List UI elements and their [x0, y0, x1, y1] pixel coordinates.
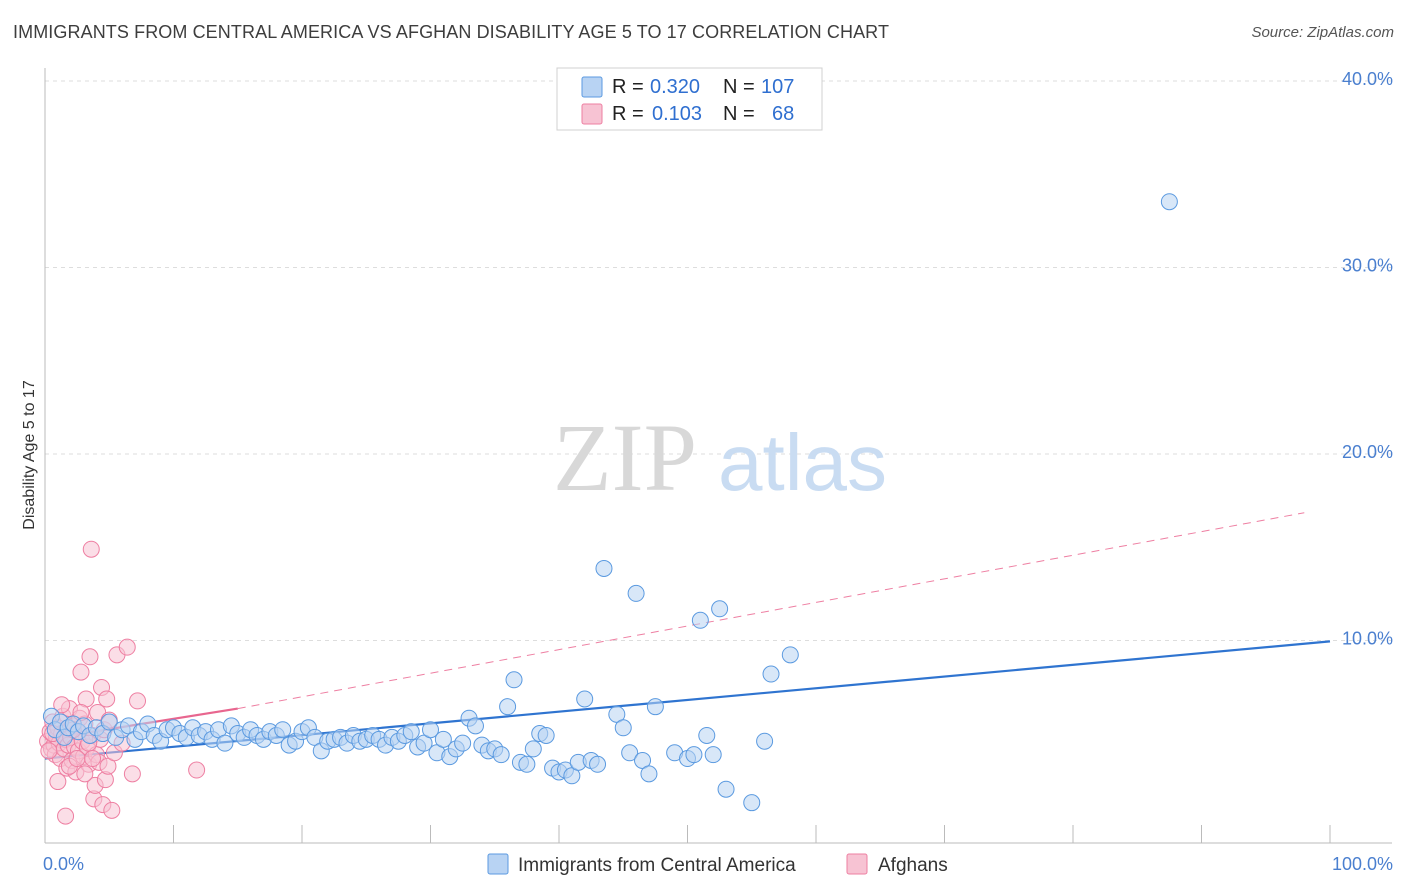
afghans-point [40, 742, 58, 760]
x-tick-label: 0.0% [43, 854, 84, 874]
bottom-legend-label-pink: Afghans [878, 855, 948, 876]
afghans-point [118, 638, 136, 656]
legend-n-label-pink: N = [723, 103, 755, 125]
central-america-point [743, 794, 761, 812]
legend-r-value-blue: 0.320 [650, 76, 700, 98]
y-tick-label: 30.0% [1342, 256, 1393, 276]
central-america-point [274, 721, 292, 739]
legend-n-value-pink: 68 [772, 103, 794, 125]
central-america-point [762, 665, 780, 683]
afghans-point [98, 690, 116, 708]
central-america-point [216, 734, 234, 752]
grid-layer [45, 80, 1392, 641]
central-america-point [627, 584, 645, 602]
series-central-america-points [42, 193, 1178, 812]
central-america-point [589, 755, 607, 773]
central-america-point [640, 765, 658, 783]
central-america-point [756, 732, 774, 750]
source-label: Source: ZipAtlas.com [1251, 24, 1394, 41]
legend-r-label-pink: R = [612, 103, 644, 125]
central-america-point [704, 746, 722, 764]
central-america-point [100, 713, 118, 731]
watermark: ZIP atlas [553, 404, 887, 511]
central-america-point [537, 726, 555, 744]
afghans-point [188, 761, 206, 779]
top-legend: R = 0.320 N = 107 R = 0.103 N = 68 [556, 67, 823, 131]
bottom-legend-swatch-pink [846, 853, 868, 875]
series-afghans-points [39, 540, 206, 825]
afghans-point [103, 801, 121, 819]
chart-title: IMMIGRANTS FROM CENTRAL AMERICA VS AFGHA… [13, 22, 890, 42]
legend-r-value-pink: 0.103 [652, 103, 702, 125]
afghans-point [81, 648, 99, 666]
central-america-point [576, 690, 594, 708]
afghans-point [53, 696, 71, 714]
central-america-point [1160, 193, 1178, 211]
central-america-point [499, 698, 517, 716]
central-america-point [422, 721, 439, 739]
afghans-point [84, 750, 102, 768]
afghans-point [57, 807, 75, 825]
bottom-legend-label-blue: Immigrants from Central America [518, 855, 796, 876]
central-america-point [492, 746, 510, 764]
central-america-point [698, 726, 716, 744]
central-america-point [685, 746, 703, 764]
central-america-point [646, 698, 664, 716]
central-america-point [505, 671, 523, 689]
bottom-legend: Immigrants from Central America Afghans [487, 853, 948, 876]
bottom-legend-swatch-blue [487, 853, 509, 875]
central-america-point [691, 611, 709, 629]
afghans-point [68, 750, 86, 768]
central-america-point [595, 559, 613, 577]
y-axis-label: Disability Age 5 to 17 [21, 380, 38, 530]
afghans-point [129, 692, 147, 710]
central-america-point [621, 744, 639, 762]
x-tick-label: 100.0% [1332, 854, 1393, 874]
central-america-point [524, 740, 542, 758]
x-tick-labels: 0.0% 100.0% [43, 854, 1393, 874]
central-america-point [466, 717, 484, 735]
trend-line-afghans-extension [237, 512, 1305, 710]
y-tick-label: 10.0% [1342, 629, 1393, 649]
afghans-point [72, 663, 90, 681]
legend-n-label-blue: N = [723, 76, 755, 98]
legend-swatch-pink [581, 103, 603, 125]
central-america-point [454, 734, 472, 752]
central-america-point [781, 646, 799, 664]
central-america-point [717, 780, 735, 798]
y-tick-labels: 10.0% 20.0% 30.0% 40.0% [1342, 69, 1393, 649]
central-america-point [434, 730, 452, 748]
legend-n-value-blue: 107 [761, 76, 794, 98]
afghans-point [76, 765, 94, 783]
central-america-point [614, 719, 632, 737]
central-america-point [518, 755, 536, 773]
y-tick-label: 40.0% [1342, 69, 1393, 89]
central-america-point [402, 723, 420, 741]
central-america-point [711, 600, 729, 618]
legend-r-label-blue: R = [612, 76, 644, 98]
watermark-atlas: atlas [718, 418, 887, 507]
afghans-point [82, 540, 100, 558]
afghans-point [49, 773, 67, 791]
legend-swatch-blue [581, 76, 603, 98]
watermark-zip: ZIP [553, 404, 697, 511]
y-tick-label: 20.0% [1342, 442, 1393, 462]
afghans-point [123, 765, 141, 783]
